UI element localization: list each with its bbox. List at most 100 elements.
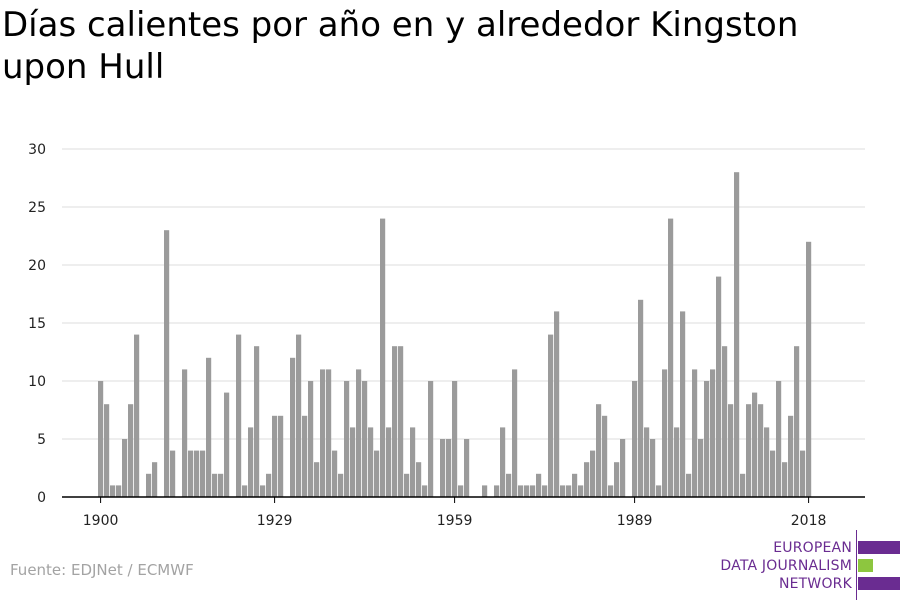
bar-1946 <box>374 450 380 497</box>
bar-1955 <box>428 381 434 497</box>
bar-2006 <box>734 172 740 497</box>
bar-1905 <box>128 404 134 497</box>
bar-2002 <box>710 369 716 497</box>
bar-2007 <box>740 473 746 497</box>
bar-1990 <box>638 299 644 497</box>
bar-1993 <box>656 485 662 497</box>
bar-2013 <box>776 381 782 497</box>
bar-2017 <box>800 450 806 497</box>
bar-1927 <box>260 485 266 497</box>
bar-1969 <box>512 369 518 497</box>
bar-1921 <box>224 392 230 497</box>
x-tick-label: 1900 <box>83 513 119 529</box>
bar-1924 <box>242 485 248 497</box>
bar-1944 <box>362 381 368 497</box>
bar-1998 <box>686 473 692 497</box>
bar-1908 <box>146 473 152 497</box>
chart-title: Días calientes por año en y alrededor Ki… <box>2 5 799 87</box>
bar-1914 <box>182 369 188 497</box>
bar-1932 <box>290 357 296 497</box>
edjnet-logo: EUROPEAN DATA JOURNALISM NETWORK <box>700 530 900 600</box>
bar-1928 <box>266 473 272 497</box>
bar-1925 <box>248 427 254 497</box>
bar-1943 <box>356 369 362 497</box>
bar-1916 <box>194 450 200 497</box>
bar-1951 <box>404 473 410 497</box>
logo-bar-green <box>858 559 873 572</box>
bar-2018 <box>806 241 812 497</box>
bar-2015 <box>788 415 794 497</box>
bar-2012 <box>770 450 776 497</box>
bar-1912 <box>170 450 176 497</box>
bar-1979 <box>572 473 578 497</box>
bar-1920 <box>218 473 224 497</box>
gridlines <box>62 148 865 440</box>
y-tick-label: 5 <box>37 432 46 448</box>
bar-1970 <box>518 485 524 497</box>
bar-2008 <box>746 404 752 497</box>
bar-1941 <box>344 381 350 497</box>
bar-1937 <box>320 369 326 497</box>
bar-2011 <box>764 427 770 497</box>
source-note: Fuente: EDJNet / ECMWF <box>10 561 194 579</box>
bar-1973 <box>536 473 542 497</box>
bar-1936 <box>314 462 320 497</box>
bar-1945 <box>368 427 374 497</box>
bar-1911 <box>164 230 170 497</box>
x-tick-label: 2018 <box>791 513 827 529</box>
bar-1929 <box>272 415 278 497</box>
bar-1948 <box>386 427 392 497</box>
bar-1939 <box>332 450 338 497</box>
bar-1981 <box>584 462 590 497</box>
bar-1940 <box>338 473 344 497</box>
bar-1906 <box>134 334 140 497</box>
bar-2000 <box>698 439 704 497</box>
bar-1917 <box>200 450 206 497</box>
bar-2004 <box>722 346 728 497</box>
bar-1966 <box>494 485 500 497</box>
bar-1942 <box>350 427 356 497</box>
y-tick-label: 20 <box>28 258 46 274</box>
bar-1978 <box>566 485 572 497</box>
y-tick-label: 30 <box>28 142 46 158</box>
bar-1926 <box>254 346 260 497</box>
bar-1982 <box>590 450 596 497</box>
logo-bar-purple-bottom <box>858 577 900 590</box>
bar-1968 <box>506 473 512 497</box>
bar-1995 <box>668 218 674 497</box>
bar-1909 <box>152 462 158 497</box>
bar-1930 <box>278 415 284 497</box>
bar-1953 <box>416 462 422 497</box>
bar-2001 <box>704 381 710 497</box>
bar-1991 <box>644 427 650 497</box>
bar-1971 <box>524 485 530 497</box>
bar-2014 <box>782 462 788 497</box>
bar-1958 <box>446 439 452 497</box>
bar-1996 <box>674 427 680 497</box>
bar-1980 <box>578 485 584 497</box>
x-axis-ticks: 1900 1929 1959 1989 2018 <box>83 497 827 529</box>
bar-1901 <box>104 404 110 497</box>
bar-1959 <box>452 381 458 497</box>
bar-1977 <box>560 485 566 497</box>
y-tick-label: 15 <box>28 316 46 332</box>
x-tick-label: 1959 <box>437 513 473 529</box>
bar-2003 <box>716 276 722 497</box>
bars <box>98 172 812 497</box>
y-tick-label: 0 <box>37 490 46 506</box>
bar-1952 <box>410 427 416 497</box>
bar-1985 <box>608 485 614 497</box>
logo-text-data-journalism: DATA JOURNALISM <box>720 558 852 574</box>
bar-1994 <box>662 369 668 497</box>
bar-1950 <box>398 346 404 497</box>
logo-text-european: EUROPEAN <box>773 540 852 556</box>
bar-1960 <box>458 485 464 497</box>
bar-1975 <box>548 334 554 497</box>
y-tick-label: 25 <box>28 200 46 216</box>
y-tick-label: 10 <box>28 374 46 390</box>
bar-1967 <box>500 427 506 497</box>
bar-1974 <box>542 485 548 497</box>
bar-1902 <box>110 485 116 497</box>
bar-1989 <box>632 381 638 497</box>
bar-1923 <box>236 334 242 497</box>
